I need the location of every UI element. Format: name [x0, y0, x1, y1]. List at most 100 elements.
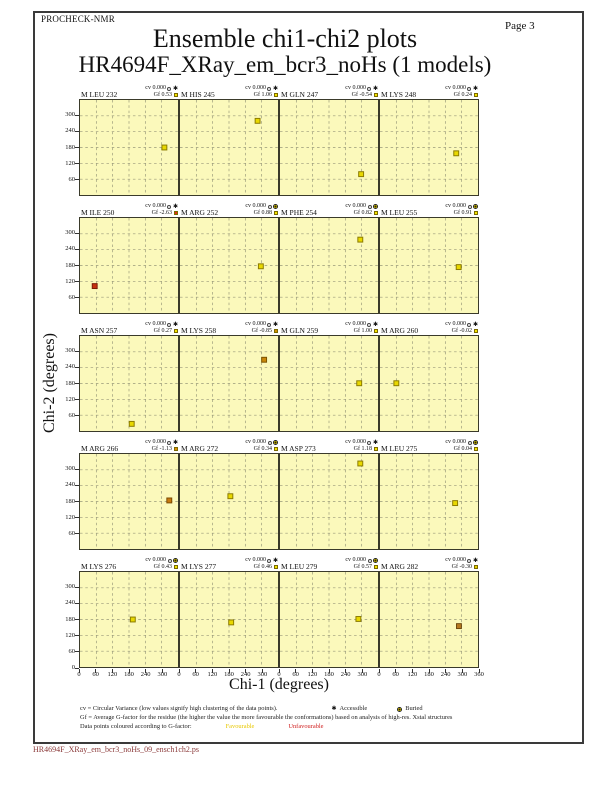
plot-stats: cv 0.000 Gf 0.91 [445, 203, 478, 216]
model-circle-icon [467, 322, 472, 327]
axis-tick-label: 240 [440, 671, 451, 678]
model-circle-icon [167, 440, 172, 445]
gf-row: Gf -1.13 [152, 446, 178, 452]
plot-canvas [80, 454, 178, 549]
axis-tick-label: 240 [65, 245, 75, 253]
cv-value: cv 0.000 [445, 557, 466, 564]
plot-canvas [280, 572, 378, 667]
plot-stats: cv 0.000 ✱ Gf -1.13 [145, 439, 178, 452]
accessible-star-icon: ✱ [372, 438, 378, 446]
gf-row: Gf 0.04 [454, 446, 478, 452]
axis-tick-label: 60 [92, 671, 99, 678]
cv-value: cv 0.000 [145, 203, 166, 210]
model-circle-icon [167, 86, 172, 91]
data-point [355, 616, 362, 622]
legend-cv-text: cv = Circular Variance (low values signi… [80, 705, 278, 712]
axis-tick-label: 180 [65, 379, 75, 387]
cv-row: cv 0.000 ✱ [345, 321, 378, 327]
plot-stats: cv 0.000 ✱ Gf 0.27 [145, 321, 178, 334]
chi-plot-cell: M PHE 254 cv 0.000 Gf 0.82 [279, 201, 379, 314]
gf-square-icon [473, 210, 478, 216]
cv-row: cv 0.000 ✱ [145, 321, 178, 327]
axis-tick-mark [428, 669, 430, 673]
axis-tick-mark [75, 281, 79, 283]
axis-tick-label: 300 [257, 671, 268, 678]
chi-plot [79, 571, 179, 668]
gf-square-icon [473, 564, 478, 570]
cv-row: cv 0.000 [245, 203, 278, 209]
cv-value: cv 0.000 [345, 439, 366, 446]
chi-plot-cell: M ILE 250 cv 0.000 ✱ Gf -2.63 [79, 201, 179, 314]
residue-label: M GLN 247 [281, 89, 319, 99]
axis-tick-label: 60 [292, 671, 299, 678]
gf-value: Gf 0.57 [353, 563, 372, 570]
buried-icon [473, 440, 478, 446]
axis-tick-mark [411, 669, 413, 673]
accessible-star-icon: ✱ [172, 320, 178, 328]
accessible-star-icon: ✱ [472, 84, 478, 92]
gf-square-icon [173, 328, 178, 334]
gf-row: Gf 0.91 [454, 210, 478, 216]
chi-plot [379, 99, 479, 196]
model-circle-icon [267, 558, 272, 563]
chi-plot [379, 571, 479, 668]
plot-header: M ILE 250 cv 0.000 ✱ Gf -2.63 [79, 201, 179, 217]
data-point [357, 460, 364, 467]
axis-tick-label: 0 [71, 664, 75, 671]
axis-tick-label: 180 [65, 497, 75, 505]
legend-colour-text: Data points coloured according to G-fact… [80, 722, 192, 730]
axis-tick-mark [295, 669, 297, 673]
axis-tick-mark [75, 114, 79, 116]
data-point [129, 616, 136, 623]
axis-tick-mark [75, 350, 79, 352]
axis-tick-mark [75, 586, 79, 588]
axis-tick-label: 120 [65, 513, 75, 521]
legend-line-cv: cv = Circular Variance (low values signi… [80, 705, 452, 712]
gf-value: Gf -0.54 [351, 91, 372, 98]
accessible-star-icon: ✱ [272, 556, 278, 564]
model-circle-icon [167, 558, 172, 563]
axis-tick-mark [161, 669, 163, 673]
cv-value: cv 0.000 [145, 85, 166, 92]
residue-label: M LYS 277 [181, 561, 217, 571]
plot-stats: cv 0.000 Gf 0.43 [145, 557, 178, 570]
plot-header: M LYS 276 cv 0.000 Gf 0.43 [79, 555, 179, 571]
axis-tick-label: 300 [65, 347, 75, 355]
gf-square-icon [173, 564, 178, 570]
gf-value: Gf 0.91 [453, 209, 472, 216]
data-point [452, 500, 459, 507]
gf-square-icon [273, 210, 278, 216]
axis-tick-label: 120 [65, 277, 75, 285]
data-point [128, 420, 135, 427]
plot-header: M LYS 277 cv 0.000 ✱ Gf 0.46 [179, 555, 279, 571]
chi-plot [79, 99, 179, 196]
residue-label: M ASN 257 [81, 325, 118, 335]
residue-label: M LYS 258 [181, 325, 217, 335]
gf-row: Gf 1.00 [354, 328, 378, 334]
cv-row: cv 0.000 ✱ [145, 439, 178, 445]
plot-canvas [280, 218, 378, 313]
x-axis-title: Chi-1 (degrees) [229, 676, 329, 693]
chi-plot-cell: M ARG 260 cv 0.000 ✱ Gf -0.02 [379, 319, 479, 432]
cv-value: cv 0.000 [345, 557, 366, 564]
plot-canvas [180, 454, 278, 549]
accessible-star-icon: ✱ [172, 438, 178, 446]
gf-square-icon [373, 210, 378, 216]
axis-tick-label: 120 [207, 671, 218, 678]
axis-tick-label: 60 [68, 647, 76, 655]
cv-value: cv 0.000 [445, 203, 466, 210]
axis-tick-mark [311, 669, 313, 673]
axis-tick-mark [145, 669, 147, 673]
gf-value: Gf 0.34 [253, 445, 272, 452]
data-point [356, 380, 363, 387]
residue-label: M ARG 272 [181, 443, 219, 453]
chi-plot-cell: M ARG 252 cv 0.000 Gf 0.88 [179, 201, 279, 314]
plot-canvas [80, 100, 178, 195]
accessible-star-icon: ✱ [172, 84, 178, 92]
data-point [91, 283, 98, 290]
plot-stats: cv 0.000 ✱ Gf 1.06 [245, 85, 278, 98]
plot-header: M ASN 257 cv 0.000 ✱ Gf 0.27 [79, 319, 179, 335]
chi-plot-cell: M GLN 259 cv 0.000 ✱ Gf 1.00 [279, 319, 379, 432]
residue-label: M LEU 232 [81, 89, 118, 99]
buried-circle-icon [397, 706, 403, 712]
